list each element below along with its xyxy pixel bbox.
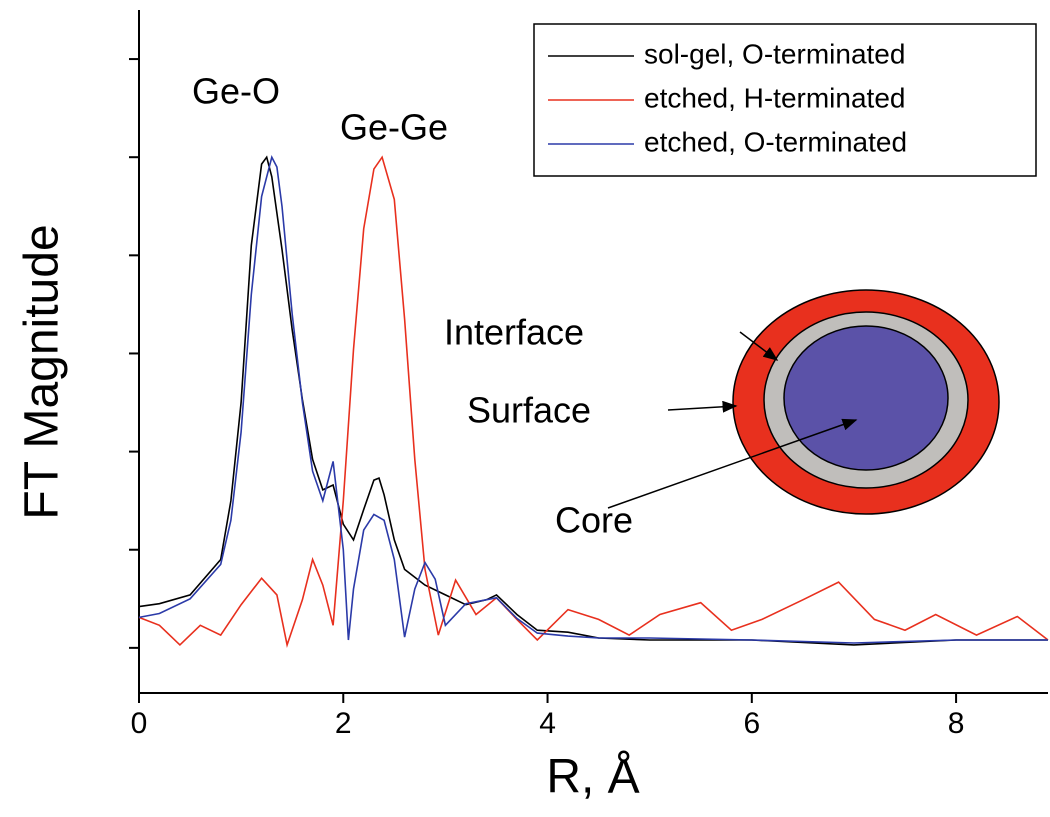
inset-diagram — [607, 289, 1000, 515]
core — [783, 325, 949, 471]
x-tick-label: 2 — [335, 707, 352, 740]
annotation: Interface — [444, 312, 584, 353]
legend-label: etched, O-terminated — [644, 126, 907, 157]
y-axis-title: FT Magnitude — [16, 224, 69, 519]
x-tick-label: 4 — [539, 707, 556, 740]
line-series — [138, 155, 1049, 648]
arrow — [607, 418, 858, 509]
x-tick-label: 8 — [948, 707, 965, 740]
annotation: Ge-O — [192, 71, 280, 112]
annotation: Core — [555, 500, 633, 541]
arrow — [667, 400, 738, 413]
annotation: Surface — [467, 390, 591, 431]
x-axis-title: R, Å — [546, 751, 639, 804]
x-tick-label: 0 — [131, 707, 148, 740]
legend: sol-gel, O-terminated etched, H-terminate… — [533, 23, 1037, 177]
arrow — [739, 331, 779, 361]
legend-label: sol-gel, O-terminated — [644, 38, 905, 69]
line-series — [138, 155, 1048, 646]
line-series — [138, 154, 1048, 644]
legend-label: etched, H-terminated — [644, 82, 905, 113]
annotation: Ge-Ge — [340, 107, 448, 148]
x-tick-label: 6 — [743, 707, 760, 740]
